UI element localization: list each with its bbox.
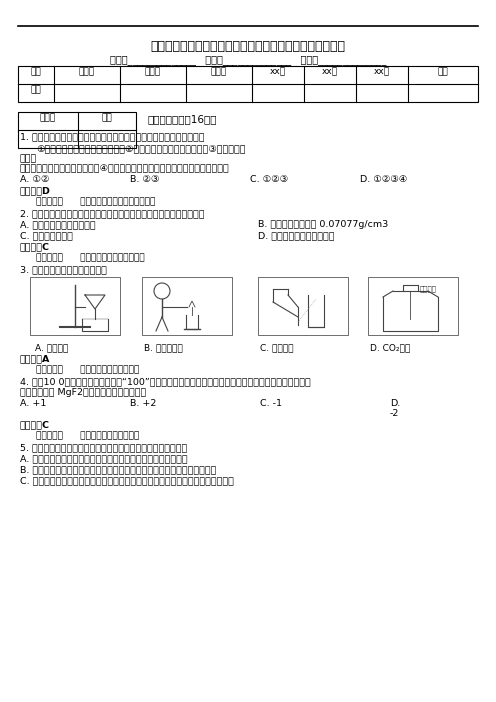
Text: A. 过滤液体: A. 过滤液体	[35, 343, 68, 352]
Text: C. ①②③: C. ①②③	[250, 175, 288, 184]
Text: A. 硫在氧气和在空气中燃烧现象不一样，是因为氧气的含量不同: A. 硫在氧气和在空气中燃烧现象不一样，是因为氧气的含量不同	[20, 454, 187, 463]
Bar	[30, 277, 120, 335]
Text: D. ①②③④: D. ①②③④	[360, 175, 407, 184]
Text: C. 液氢具有可燃性: C. 液氢具有可燃性	[20, 231, 73, 240]
Text: 难度：基础      知识点：走进化学实验室: 难度：基础 知识点：走进化学实验室	[36, 365, 139, 374]
Text: 的氧化物和氮的氧化物污染所致④汽车排放的尾气会造成空气污染。其中正确的是: 的氧化物和氮的氧化物污染所致④汽车排放的尾气会造成空气污染。其中正确的是	[20, 164, 230, 173]
Text: 得分: 得分	[102, 114, 113, 123]
Text: 难度：容易      知识点：我们周围空气单元测试: 难度：容易 知识点：我们周围空气单元测试	[36, 197, 155, 206]
Text: D. 液氢燃烧产生淡蓝色火焰: D. 液氢燃烧产生淡蓝色火焰	[258, 231, 334, 240]
Text: B. 液氢永点时密度为 0.07077g/cm3: B. 液氢永点时密度为 0.07077g/cm3	[258, 220, 388, 229]
Text: C. -1: C. -1	[260, 399, 282, 408]
Bar	[18, 112, 136, 148]
Text: 姓名：______________   年级：______________   学号：______________: 姓名：______________ 年级：______________ 学号：_…	[110, 55, 386, 65]
Text: 【答案】A: 【答案】A	[20, 354, 51, 363]
Text: 3. 下列图示的实验操作正确的是: 3. 下列图示的实验操作正确的是	[20, 265, 107, 274]
Text: 4. 面倶10 0元的新版人民币的数字“100”采用光变色防伪油墨印刷，垂直看为绻色，倾斜看为蓝色。在防: 4. 面倶10 0元的新版人民币的数字“100”采用光变色防伪油墨印刷，垂直看为…	[20, 377, 311, 386]
Text: C. 蜡烛一吹就灭，是因为空气的流动而带走了热量，使温度降至蜡烛的着火点以下: C. 蜡烛一吹就灭，是因为空气的流动而带走了热量，使温度降至蜡烛的着火点以下	[20, 476, 234, 485]
Text: -2: -2	[390, 409, 399, 418]
Text: D.: D.	[390, 399, 400, 408]
Text: 总分: 总分	[437, 67, 448, 77]
Text: 5. 燃烧是生活中的一种现象。下列有关燃烧现象的说法错误的是: 5. 燃烧是生活中的一种现象。下列有关燃烧现象的说法错误的是	[20, 443, 187, 452]
Bar	[368, 277, 458, 335]
Text: xx题: xx题	[270, 67, 286, 77]
Text: 选择题: 选择题	[79, 67, 95, 77]
Text: B. ②③: B. ②③	[130, 175, 159, 184]
Text: A. 液氢是无色无臭透明液体: A. 液氢是无色无臭透明液体	[20, 220, 96, 229]
Text: 2. 液氢是重要的高能低温液体火箭燃料。下列说法中属于化学性质的是: 2. 液氢是重要的高能低温液体火箭燃料。下列说法中属于化学性质的是	[20, 209, 204, 218]
Text: 【答案】D: 【答案】D	[20, 186, 51, 195]
Text: 火柴验灭: 火柴验灭	[420, 285, 437, 291]
Text: B. 息灭酒精灯: B. 息灭酒精灯	[144, 343, 183, 352]
Text: 一、选择题（全16题）: 一、选择题（全16题）	[148, 114, 218, 124]
Text: xx题: xx题	[322, 67, 338, 77]
Bar	[258, 277, 348, 335]
Text: xx题: xx题	[374, 67, 390, 77]
Text: 评卷人: 评卷人	[40, 114, 56, 123]
Text: 【答案】C: 【答案】C	[20, 242, 50, 251]
Text: ①臭氧层的主要作用是吸收紫外线②温室效应将导致全球气候变暖③酸雨主要是: ①臭氧层的主要作用是吸收紫外线②温室效应将导致全球气候变暖③酸雨主要是	[36, 144, 246, 153]
Text: 由含硫: 由含硫	[20, 154, 37, 163]
Text: 难度：容易      知识点：化学式与化合价: 难度：容易 知识点：化学式与化合价	[36, 431, 139, 440]
Text: 1. 环境问题已成为制约社会发展和进步的严重问题。下列有几种说法：: 1. 环境问题已成为制约社会发展和进步的严重问题。下列有几种说法：	[20, 132, 204, 141]
Text: A. ①②: A. ①②	[20, 175, 50, 184]
Text: 得分: 得分	[31, 86, 41, 95]
Text: B. 将燃着的木柴架空，则燃烧会更旺，是因为增大了木柴与氧气的接触面积: B. 将燃着的木柴架空，则燃烧会更旺，是因为增大了木柴与氧气的接触面积	[20, 465, 216, 474]
Text: 初中化学江苏省南京市溧水县级化学上学期期末考试考试题: 初中化学江苏省南京市溧水县级化学上学期期末考试考试题	[150, 40, 346, 53]
Text: B. +2: B. +2	[130, 399, 156, 408]
Text: 简答题: 简答题	[211, 67, 227, 77]
Text: C. 倘倒液体: C. 倘倒液体	[260, 343, 294, 352]
Text: 难度：基础      知识点：物质的变化和性质: 难度：基础 知识点：物质的变化和性质	[36, 253, 145, 262]
Bar	[18, 66, 478, 102]
Text: 伪油墨中含有 MgF2，其中氟元素的化合价为: 伪油墨中含有 MgF2，其中氟元素的化合价为	[20, 388, 146, 397]
Text: A. +1: A. +1	[20, 399, 46, 408]
Bar	[142, 277, 232, 335]
Text: 填空题: 填空题	[145, 67, 161, 77]
Text: D. CO₂验满: D. CO₂验满	[370, 343, 410, 352]
Text: 题型: 题型	[31, 67, 41, 77]
Text: 【答案】C: 【答案】C	[20, 420, 50, 429]
